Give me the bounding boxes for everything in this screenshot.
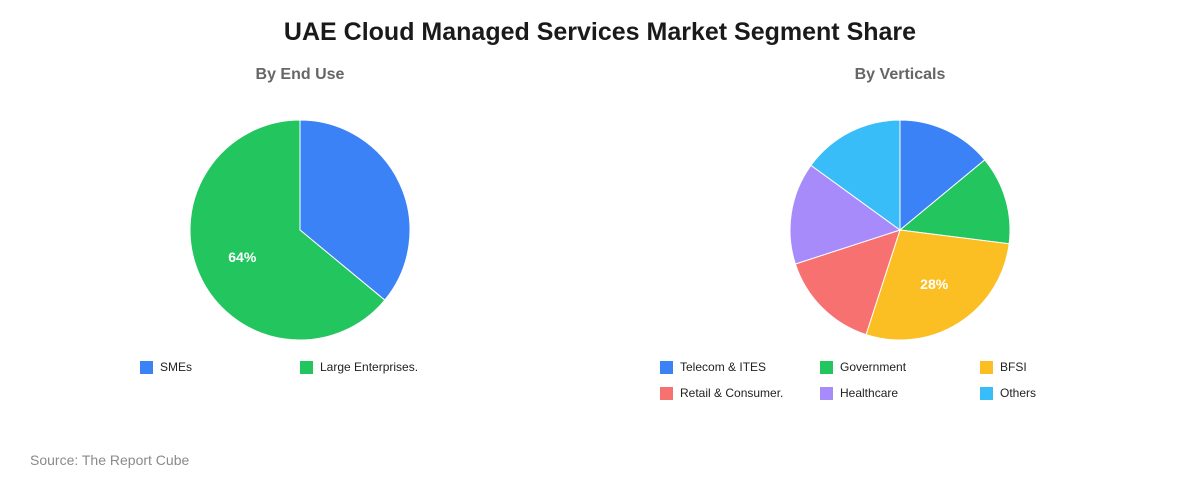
pie-slice-government [898,159,1011,245]
legend-item-smes: SMEs [140,360,192,374]
verticals-pie: 28% [789,119,1011,341]
pie-slice-smes [299,119,411,301]
legend-item-others: Others [980,386,1036,400]
legend-swatch [820,386,833,400]
legend-swatch [660,360,673,374]
legend-label: Large Enterprises. [320,360,419,374]
legend-label: Telecom & ITES [680,360,767,374]
data-label-bfsi: 28% [920,276,949,292]
pie-slice-large-enterprises [189,119,386,341]
data-label-large-enterprises: 64% [228,249,257,265]
end-use-chart-title: By End Use [255,66,345,83]
legend-item-large-enterprises: Large Enterprises. [300,360,418,374]
legend-label: Government [840,360,907,374]
verticals-chart: By Verticals 28% Telecom & ITES Governmen… [600,66,1200,416]
verticals-chart-title: By Verticals [854,66,946,83]
pie-slice-retail-consumer [794,229,901,336]
legend-label: SMEs [160,360,193,374]
pie-slice-bfsi [865,229,1010,341]
legend-swatch [300,360,313,374]
legend-label: Retail & Consumer. [680,386,784,400]
page-title: UAE Cloud Managed Services Market Segmen… [283,18,917,46]
legend-item-bfsi: BFSI [980,360,1027,374]
pie-slice-telecom-ites [899,119,986,232]
legend-item-retail-consumer: Retail & Consumer. [660,386,783,400]
legend-swatch [820,360,833,374]
pie-slice-healthcare [789,164,902,265]
legend-swatch [980,386,993,400]
legend-swatch [660,386,673,400]
legend-item-healthcare: Healthcare [820,386,898,400]
end-use-chart: By End Use 64% SMEs Large Enterprises. [0,66,600,416]
source-note: Source: The Report Cube [30,452,190,468]
legend-swatch [980,360,993,374]
pie-slice-others [810,119,901,231]
legend-item-telecom-ites: Telecom & ITES [660,360,766,374]
legend-item-government: Government [820,360,906,374]
legend-label: BFSI [1000,360,1027,374]
legend-swatch [140,360,153,374]
legend-label: Others [1000,386,1037,400]
end-use-pie: 64% [189,119,411,341]
legend-label: Healthcare [840,386,899,400]
